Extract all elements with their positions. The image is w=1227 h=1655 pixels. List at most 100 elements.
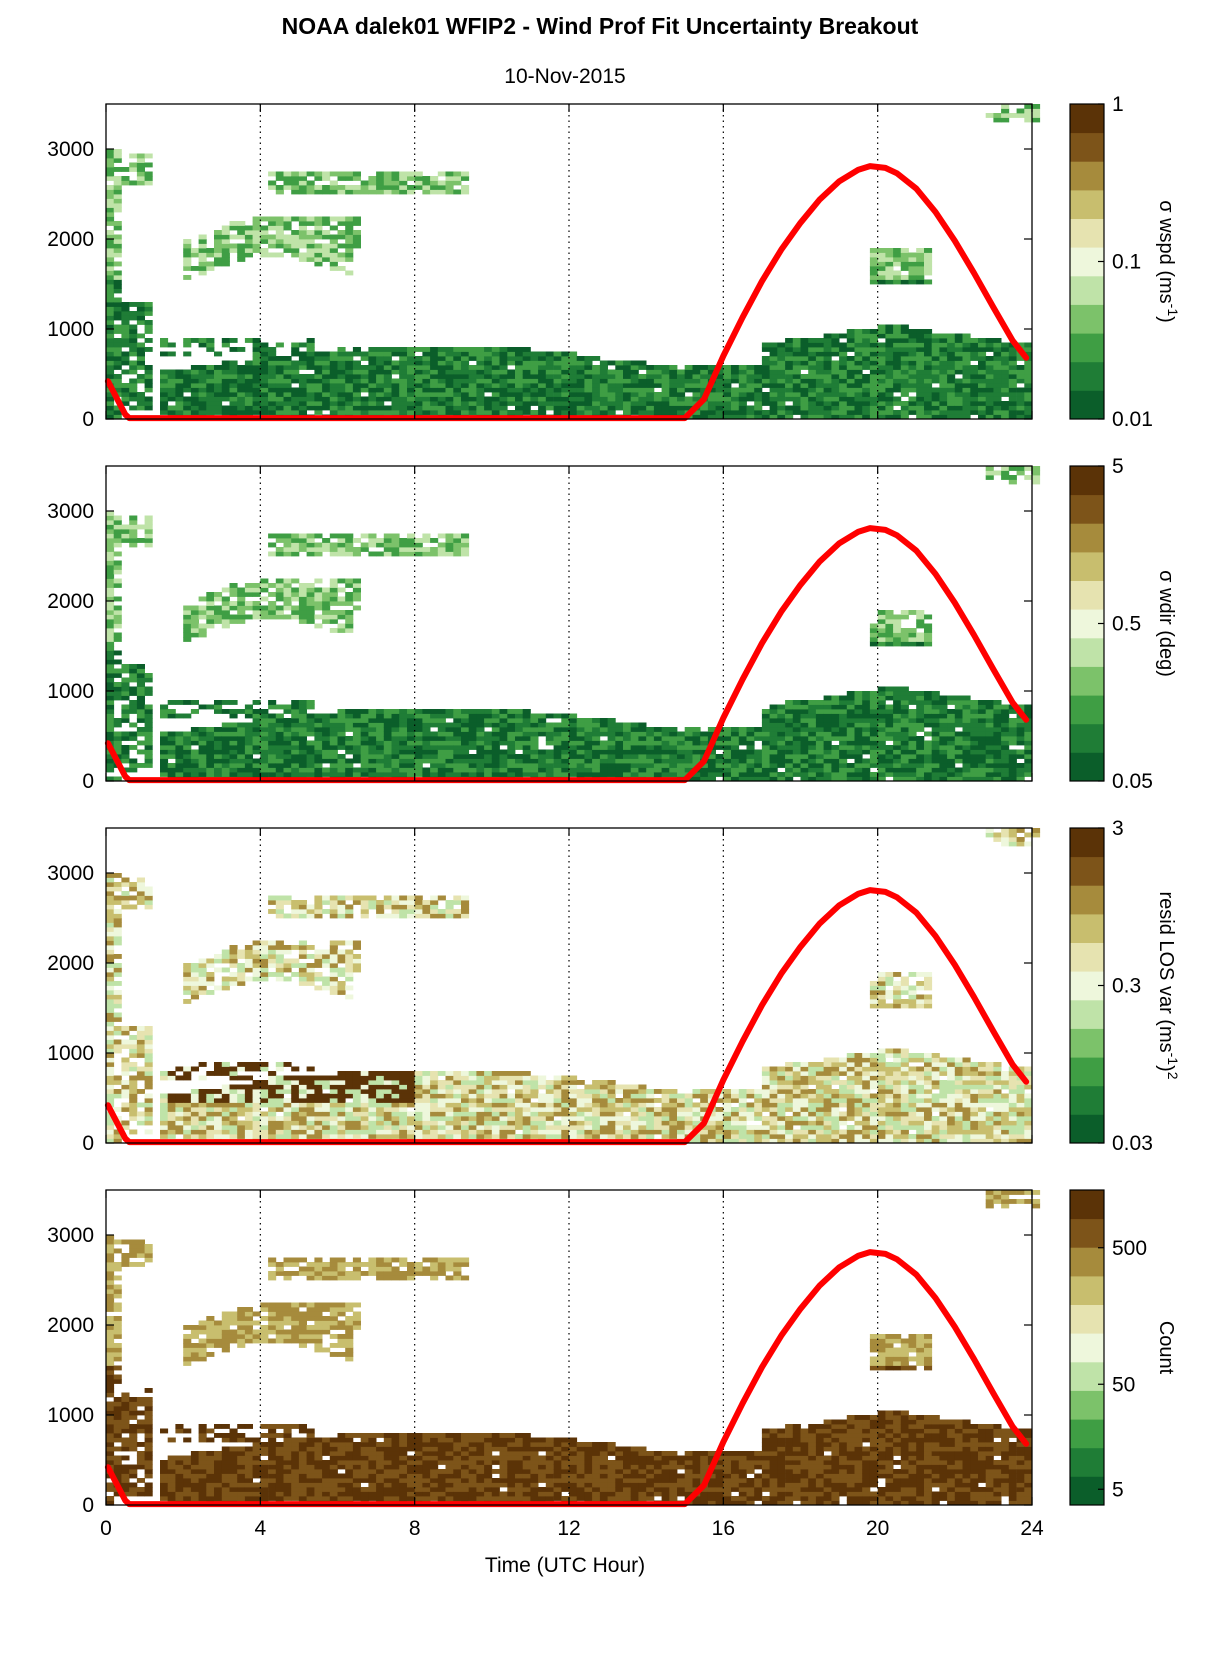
heatmap-cell (136, 396, 145, 402)
heatmap-cell (113, 882, 122, 887)
heatmap-cell (1016, 727, 1025, 732)
heatmap-cell (808, 776, 817, 782)
heatmap-cell (877, 695, 886, 701)
heatmap-cell (569, 378, 578, 384)
heatmap-cell (113, 749, 122, 755)
heatmap-cell (792, 731, 801, 737)
heatmap-cell (908, 727, 917, 732)
heatmap-cell (368, 392, 377, 397)
heatmap-cell (484, 374, 493, 379)
heatmap-cell (237, 592, 246, 597)
heatmap-cell (1024, 727, 1033, 732)
heatmap-cell (360, 383, 369, 388)
heatmap-cell (121, 1084, 130, 1090)
heatmap-cell (407, 401, 416, 406)
heatmap-cell (198, 401, 207, 406)
heatmap-cell (306, 533, 315, 539)
heatmap-cell (947, 713, 956, 719)
heatmap-cell (190, 405, 199, 411)
heatmap-cell (461, 772, 470, 777)
heatmap-cell (113, 972, 122, 977)
heatmap-cell (978, 383, 987, 388)
heatmap-cell (160, 704, 169, 710)
heatmap-cell (900, 356, 909, 361)
heatmap-cell (684, 369, 693, 375)
heatmap-cell (337, 596, 346, 602)
heatmap-cell (121, 1120, 130, 1126)
heatmap-cell (407, 736, 416, 741)
heatmap-cell (561, 722, 570, 728)
heatmap-cell (414, 749, 423, 755)
heatmap-cell (106, 1003, 115, 1009)
heatmap-cell (291, 216, 300, 222)
heatmap-cell (962, 374, 971, 379)
heatmap-cell (329, 749, 338, 755)
heatmap-cell (221, 749, 230, 755)
heatmap-cell (769, 745, 778, 750)
heatmap-cell (970, 356, 979, 361)
heatmap-cell (792, 392, 801, 397)
heatmap-cell (1016, 369, 1025, 375)
heatmap-cell (1016, 704, 1025, 710)
heatmap-cell (1008, 360, 1017, 366)
heatmap-cell (569, 718, 578, 723)
heatmap-cell (337, 171, 346, 177)
heatmap-cell (221, 252, 230, 258)
heatmap-cell (862, 396, 871, 402)
heatmap-cell (453, 374, 462, 379)
heatmap-cell (430, 551, 439, 557)
heatmap-cell (862, 347, 871, 352)
heatmap-cell (352, 740, 361, 746)
heatmap-cell (862, 365, 871, 370)
heatmap-cell (422, 374, 431, 379)
heatmap-cell (298, 713, 307, 719)
heatmap-cell (653, 772, 662, 777)
heatmap-cell (360, 754, 369, 759)
heatmap-cell (839, 709, 848, 714)
heatmap-cell (522, 383, 531, 388)
heatmap-cell (723, 749, 732, 755)
heatmap-cell (761, 401, 770, 406)
heatmap-cell (244, 248, 253, 253)
heatmap-cell (198, 257, 207, 262)
heatmap-cell (144, 704, 153, 710)
heatmap-cell (978, 401, 987, 406)
heatmap-cell (584, 722, 593, 728)
heatmap-cell (777, 383, 786, 388)
heatmap-cell (175, 745, 184, 750)
heatmap-cell (700, 405, 709, 411)
heatmap-cell (916, 252, 925, 258)
heatmap-cell (916, 383, 925, 388)
heatmap-cell (298, 592, 307, 597)
heatmap-cell (198, 754, 207, 759)
heatmap-cell (522, 392, 531, 397)
heatmap-cell (754, 378, 763, 384)
heatmap-cell (298, 176, 307, 181)
heatmap-cell (129, 342, 138, 348)
heatmap-cell (1008, 401, 1017, 406)
heatmap-cell (792, 754, 801, 759)
heatmap-cell (831, 695, 840, 701)
heatmap-cell (167, 1116, 176, 1121)
heatmap-cell (322, 378, 331, 384)
heatmap-cell (692, 731, 701, 737)
heatmap-cell (515, 360, 524, 366)
heatmap-cell (869, 745, 878, 750)
heatmap-cell (954, 387, 963, 393)
heatmap-cell (507, 410, 516, 415)
heatmap-cell (893, 374, 902, 379)
heatmap-cell (237, 758, 246, 764)
heatmap-cell (769, 767, 778, 773)
heatmap-cell (576, 410, 585, 415)
heatmap-cell (854, 695, 863, 701)
heatmap-cell (383, 763, 392, 768)
heatmap-cell (360, 533, 369, 539)
heatmap-cell (306, 727, 315, 732)
heatmap-cell (314, 243, 323, 249)
heatmap-cell (684, 763, 693, 768)
heatmap-cell (916, 279, 925, 285)
heatmap-cell (630, 749, 639, 755)
heatmap-cell (638, 772, 647, 777)
heatmap-cell (121, 1071, 130, 1076)
heatmap-cell (106, 565, 115, 570)
